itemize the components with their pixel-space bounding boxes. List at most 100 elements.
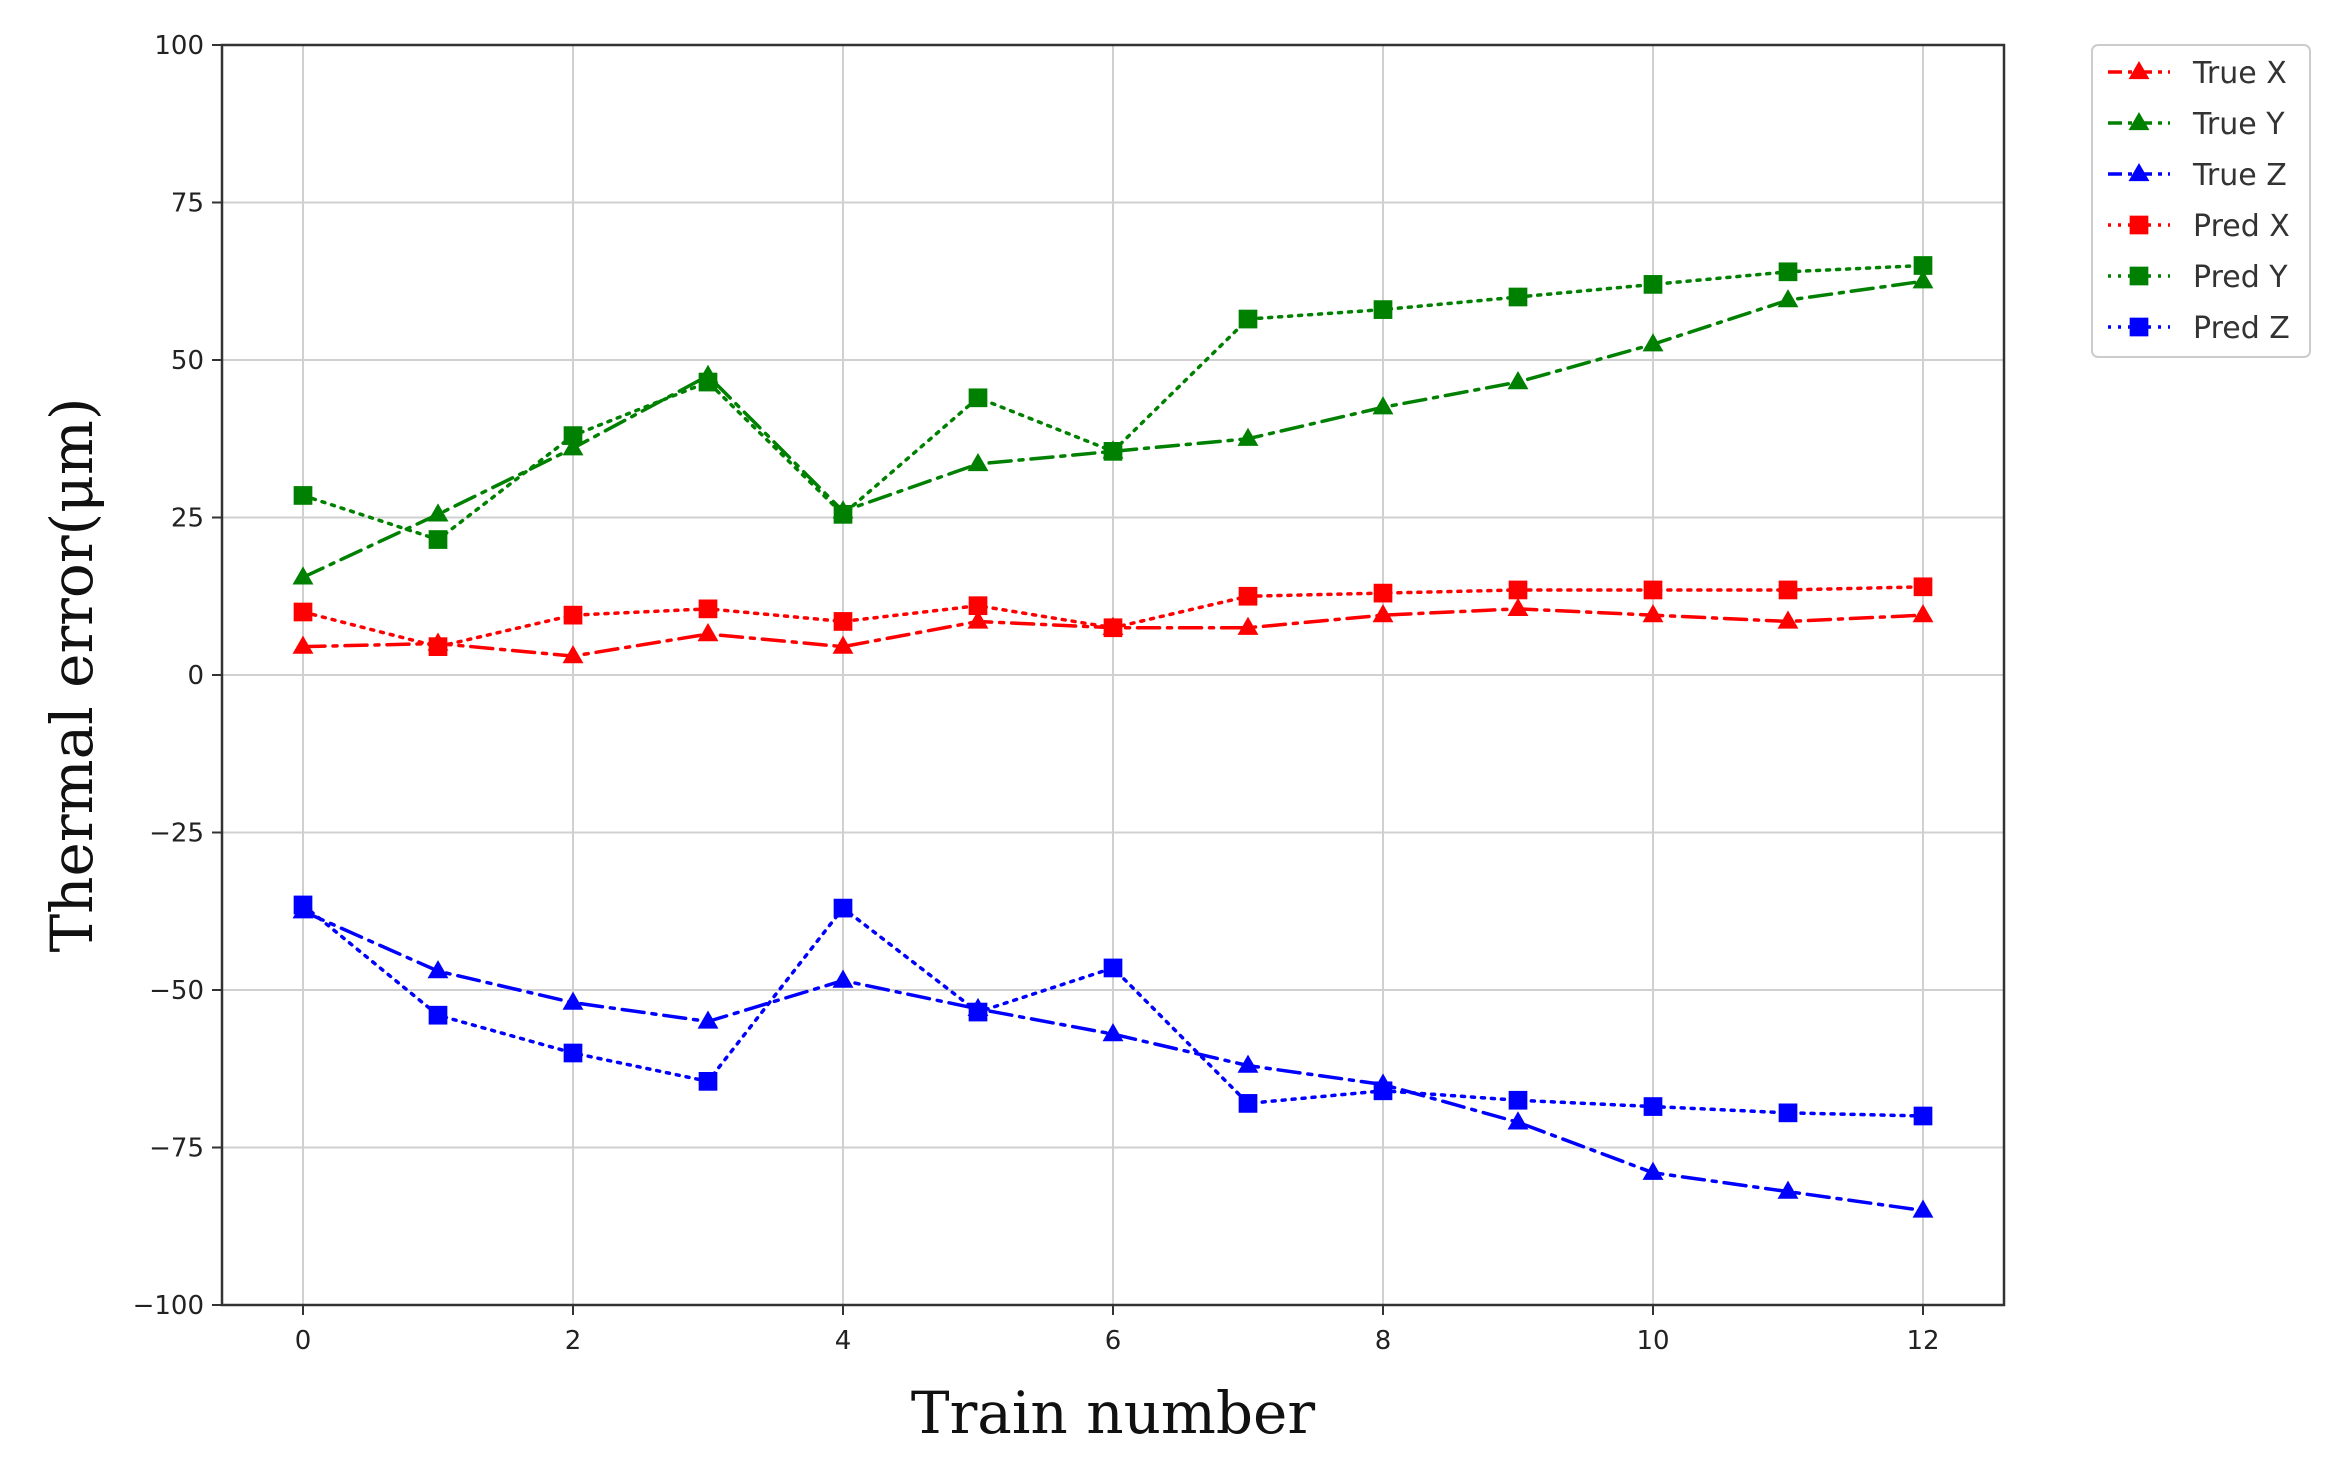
data-point-pred-x xyxy=(428,637,448,656)
legend-label: True Z xyxy=(2192,158,2287,193)
data-point-true-x xyxy=(1777,610,1799,629)
data-point-true-z xyxy=(697,1010,719,1029)
y-tick-label: 50 xyxy=(171,346,204,376)
data-point-pred-z xyxy=(968,1002,988,1022)
data-point-pred-z xyxy=(1778,1103,1798,1123)
data-point-true-y xyxy=(1912,270,1934,289)
y-tick-label: −50 xyxy=(149,976,204,1006)
data-point-true-z xyxy=(1237,1054,1259,1073)
data-point-pred-z xyxy=(1643,1097,1663,1116)
data-point-pred-y xyxy=(1913,256,1933,275)
data-point-pred-z xyxy=(1508,1090,1528,1110)
data-point-true-z xyxy=(1507,1111,1529,1130)
data-point-pred-y xyxy=(1778,262,1798,282)
series-pred-y xyxy=(293,256,1933,549)
data-point-pred-z xyxy=(293,895,313,915)
y-tick-label: 25 xyxy=(171,504,204,534)
x-tick-label: 10 xyxy=(1636,1326,1669,1356)
data-point-pred-x xyxy=(1508,580,1528,600)
data-point-pred-y xyxy=(428,530,448,549)
data-point-pred-z xyxy=(563,1043,583,1063)
x-tick-label: 8 xyxy=(1375,1326,1392,1356)
data-point-true-x xyxy=(562,645,584,664)
data-point-pred-y xyxy=(698,372,718,392)
data-point-true-y xyxy=(967,452,989,472)
data-point-pred-x xyxy=(1373,583,1393,603)
data-point-pred-x xyxy=(1778,580,1798,600)
y-axis-ticks: −100 −75 −50 −25 0 25 50 75 100 xyxy=(133,31,222,1321)
data-point-true-x xyxy=(292,635,314,654)
data-point-pred-y xyxy=(1103,442,1123,461)
data-point-true-y xyxy=(1507,371,1529,390)
legend-marker xyxy=(2128,112,2150,131)
data-point-pred-y xyxy=(968,388,988,408)
series-layer xyxy=(292,256,1934,1218)
legend-label: True Y xyxy=(2192,107,2285,142)
data-point-true-x xyxy=(1642,604,1664,623)
data-point-pred-y xyxy=(1373,300,1393,319)
data-point-pred-z xyxy=(698,1072,718,1091)
data-point-pred-z xyxy=(1103,958,1123,978)
legend-marker xyxy=(2129,317,2149,337)
data-point-true-x xyxy=(832,635,854,654)
data-point-true-z xyxy=(562,991,584,1010)
series-pred-z xyxy=(293,895,1933,1126)
legend-label: Pred Y xyxy=(2193,260,2288,295)
x-axis-ticks: 0 2 4 6 8 10 12 xyxy=(295,1305,1940,1356)
data-point-pred-z xyxy=(833,898,853,918)
x-tick-label: 4 xyxy=(835,1326,852,1356)
x-axis-label: Train number xyxy=(911,1379,1315,1447)
y-tick-label: 0 xyxy=(187,661,204,691)
legend-marker xyxy=(2129,266,2149,286)
data-point-pred-x xyxy=(833,612,853,631)
legend-label: True X xyxy=(2192,56,2287,91)
legend-marker xyxy=(2129,215,2149,235)
legend-entry-true-y: True Y xyxy=(2108,107,2285,142)
data-point-true-y xyxy=(427,503,449,522)
data-point-true-y xyxy=(1642,333,1664,352)
data-point-pred-x xyxy=(698,599,718,619)
data-point-pred-x xyxy=(968,596,988,616)
y-tick-label: 100 xyxy=(154,31,204,61)
data-point-true-x xyxy=(697,623,719,642)
data-point-pred-x xyxy=(293,602,313,622)
data-point-true-z xyxy=(1642,1161,1664,1180)
data-point-true-x xyxy=(1372,604,1394,623)
data-point-true-x xyxy=(1237,616,1259,635)
y-axis-label: Thermal error(μm) xyxy=(38,397,106,952)
legend: True X True Y True Z Pred X Pred Y Pred Z xyxy=(2091,44,2311,358)
data-point-true-z xyxy=(1912,1199,1934,1218)
legend-marker xyxy=(2128,163,2150,182)
data-point-true-x xyxy=(1507,597,1529,616)
legend-entry-pred-x: Pred X xyxy=(2108,209,2290,244)
data-point-pred-z xyxy=(1373,1081,1393,1101)
data-point-pred-y xyxy=(1508,287,1528,307)
data-point-pred-y xyxy=(1643,275,1663,294)
legend-label: Pred X xyxy=(2193,209,2290,244)
y-tick-label: 75 xyxy=(171,189,204,219)
data-point-pred-x xyxy=(1103,618,1123,638)
data-point-true-z xyxy=(1102,1023,1124,1042)
x-tick-label: 0 xyxy=(295,1326,312,1356)
data-point-pred-x xyxy=(1238,586,1258,606)
legend-label: Pred Z xyxy=(2193,311,2290,346)
data-point-pred-y xyxy=(1238,309,1258,329)
data-point-true-y xyxy=(1777,289,1799,308)
y-tick-label: −25 xyxy=(149,819,204,849)
data-point-pred-z xyxy=(428,1005,448,1025)
data-point-pred-x xyxy=(1913,577,1933,597)
data-point-pred-x xyxy=(1643,580,1663,600)
series-pred-x xyxy=(293,577,1933,656)
x-tick-label: 12 xyxy=(1906,1326,1939,1356)
grid-lines xyxy=(222,44,2004,1306)
data-point-pred-z xyxy=(1238,1094,1258,1113)
data-point-true-x xyxy=(1912,604,1934,623)
legend-entry-true-x: True X xyxy=(2108,56,2287,91)
data-point-pred-x xyxy=(563,605,583,625)
data-point-pred-y xyxy=(833,505,853,524)
data-point-pred-z xyxy=(1913,1106,1933,1126)
data-point-true-y xyxy=(1372,396,1394,415)
data-point-pred-y xyxy=(293,486,313,505)
data-point-true-y xyxy=(562,437,584,456)
